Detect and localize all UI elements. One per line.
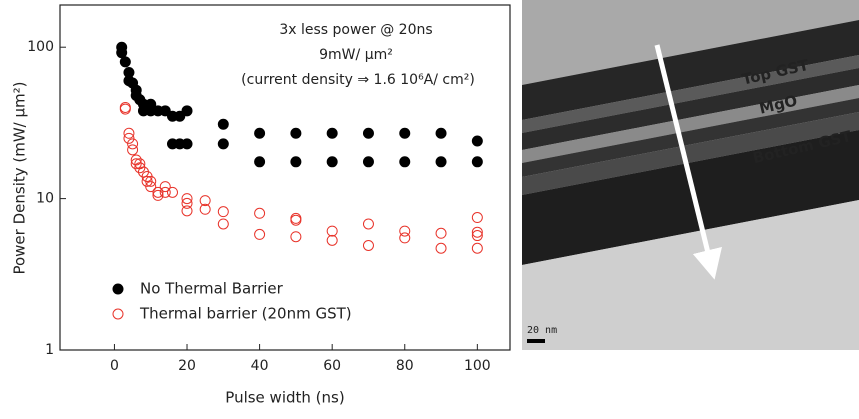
point [199, 203, 211, 215]
legend-marker [112, 308, 124, 320]
point [290, 231, 302, 243]
annotation: 9mW/ µm² [319, 47, 393, 63]
point [119, 103, 131, 115]
point [116, 47, 128, 59]
point [471, 135, 483, 147]
point [119, 56, 131, 68]
point [471, 226, 483, 238]
x-tick-label: 60 [323, 358, 341, 374]
point [181, 197, 193, 209]
point [134, 162, 146, 174]
legend-label: Thermal barrier (20nm GST) [139, 305, 352, 323]
point [362, 127, 374, 139]
point [326, 234, 338, 246]
point [174, 110, 186, 122]
point [326, 156, 338, 168]
tem-image: Top GST MgO Bottom GST 20 nm [522, 0, 859, 350]
point [435, 227, 447, 239]
point [471, 212, 483, 224]
point [290, 156, 302, 168]
legend-marker [112, 283, 124, 295]
point [145, 175, 157, 187]
point [217, 206, 229, 218]
point [152, 189, 164, 201]
x-tick-label: 20 [178, 358, 196, 374]
x-tick-label: 0 [110, 358, 119, 374]
point [362, 218, 374, 230]
x-tick-label: 80 [396, 358, 414, 374]
point [254, 228, 266, 240]
point [362, 156, 374, 168]
y-tick-label: 10 [36, 191, 54, 207]
point [254, 207, 266, 219]
x-axis-title: Pulse width (ns) [225, 389, 344, 407]
y-tick-label: 1 [45, 342, 54, 358]
point [217, 218, 229, 230]
point [471, 242, 483, 254]
point [167, 186, 178, 198]
annotation: 3x less power @ 20ns [279, 22, 432, 38]
point [471, 230, 483, 242]
point [181, 193, 193, 205]
point [181, 138, 193, 150]
point [181, 205, 193, 217]
point [159, 105, 171, 117]
plot-frame [59, 4, 511, 351]
point [217, 138, 229, 150]
point [130, 158, 142, 170]
point [152, 186, 164, 198]
x-tick-label: 40 [251, 358, 269, 374]
point [399, 232, 411, 244]
point [123, 132, 135, 144]
point [326, 127, 338, 139]
point [435, 156, 447, 168]
point [217, 118, 229, 130]
point [127, 144, 139, 156]
point [159, 186, 171, 198]
point [399, 156, 411, 168]
y-tick-label: 100 [27, 39, 54, 55]
point [254, 156, 266, 168]
point [326, 225, 338, 237]
point [199, 195, 211, 207]
point [145, 181, 157, 193]
point [362, 240, 374, 252]
point [471, 156, 483, 168]
y-axis-title: Power Density (mW/ µm²) [11, 81, 29, 274]
x-tick-label: 100 [464, 358, 491, 374]
point [435, 127, 447, 139]
point [127, 138, 139, 150]
point [435, 242, 447, 254]
annotation: (current density ⇒ 1.6 10⁶A/ cm²) [241, 72, 475, 88]
point [181, 105, 193, 117]
point [399, 127, 411, 139]
point [159, 181, 171, 193]
point [254, 127, 266, 139]
point [123, 127, 135, 139]
point [290, 127, 302, 139]
legend-label: No Thermal Barrier [140, 280, 284, 298]
point [399, 225, 411, 237]
point [290, 214, 302, 226]
scale-bar-label: 20 nm [527, 325, 557, 336]
